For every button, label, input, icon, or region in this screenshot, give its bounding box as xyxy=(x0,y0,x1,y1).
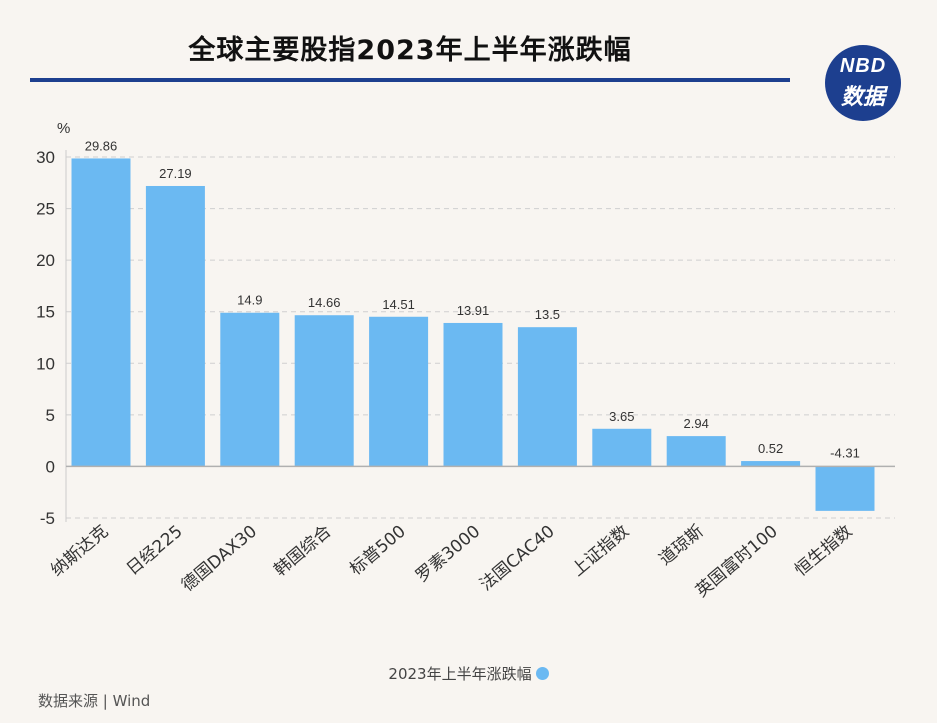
bar-value-label: 14.9 xyxy=(237,293,262,308)
bar-value-label: 29.86 xyxy=(85,138,118,153)
x-category-label: 上证指数 xyxy=(568,522,633,581)
x-category-label: 德国DAX30 xyxy=(178,522,261,596)
y-tick-label: 20 xyxy=(36,251,55,270)
legend-swatch xyxy=(535,667,549,680)
bar-value-label: 3.65 xyxy=(609,409,634,424)
bar xyxy=(815,466,875,511)
bar xyxy=(220,312,280,467)
x-category-label: 日经225 xyxy=(123,522,187,580)
bar-value-label: 13.5 xyxy=(535,307,560,322)
y-tick-label: 0 xyxy=(46,457,55,476)
bar xyxy=(666,436,726,467)
title-divider xyxy=(30,78,790,82)
bar xyxy=(145,185,205,467)
bar xyxy=(592,428,652,467)
bar xyxy=(741,461,801,467)
y-tick-label: 30 xyxy=(36,148,55,167)
bar xyxy=(71,158,131,467)
bar-value-label: 13.91 xyxy=(457,303,490,318)
y-tick-label: 10 xyxy=(36,354,55,373)
y-tick-label: 25 xyxy=(36,200,55,219)
legend-label: 2023年上半年涨跌幅 xyxy=(388,665,532,683)
bar-value-label: 14.51 xyxy=(382,297,415,312)
logo-text-nbd: NBD xyxy=(839,55,887,77)
x-category-label: 道琼斯 xyxy=(655,522,707,570)
bar-value-label: 14.66 xyxy=(308,295,341,310)
y-axis-unit-label: % xyxy=(57,120,70,137)
x-category-label: 法国CAC40 xyxy=(476,522,558,596)
nbd-logo: NBD 数据 xyxy=(825,45,901,121)
bar xyxy=(294,315,354,467)
legend: 2023年上半年涨跌幅 xyxy=(0,663,937,684)
x-category-label: 纳斯达克 xyxy=(47,522,112,581)
x-category-label: 恒生指数 xyxy=(791,522,856,581)
bar-value-label: 2.94 xyxy=(684,416,709,431)
bar xyxy=(443,322,503,467)
y-tick-label: -5 xyxy=(40,509,55,528)
logo-text-data: 数据 xyxy=(840,84,885,109)
x-category-label: 韩国综合 xyxy=(270,522,335,581)
data-source: 数据来源 | Wind xyxy=(38,692,151,710)
x-category-label: 英国富时100 xyxy=(692,522,782,602)
y-tick-label: 5 xyxy=(46,406,55,425)
bar xyxy=(517,327,577,467)
y-tick-label: 15 xyxy=(36,303,55,322)
chart-title: 全球主要股指2023年上半年涨跌幅 xyxy=(188,35,632,66)
bar xyxy=(369,316,429,467)
x-category-label: 标普500 xyxy=(346,522,410,580)
x-category-label: 罗素3000 xyxy=(412,522,484,587)
bar-value-label: 0.52 xyxy=(758,441,783,456)
bar-value-label: 27.19 xyxy=(159,166,192,181)
bar-value-label: -4.31 xyxy=(830,445,860,460)
